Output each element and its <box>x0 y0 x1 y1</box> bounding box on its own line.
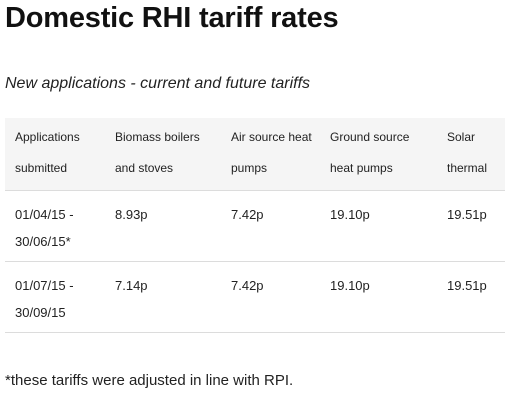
cell-air-source: 7.42p <box>221 190 320 262</box>
header-ground-source: Ground source heat pumps <box>320 118 437 191</box>
cell-biomass: 8.93p <box>105 190 221 262</box>
cell-applications-submitted: 01/07/15 - 30/09/15 <box>5 261 105 333</box>
header-air-source: Air source heat pumps <box>221 118 320 191</box>
cell-ground-source: 19.10p <box>320 190 437 262</box>
footnote: *these tariffs were adjusted in line wit… <box>5 372 294 389</box>
header-applications-submitted: Applications submitted <box>5 118 105 191</box>
table-row: 01/04/15 - 30/06/15* 8.93p 7.42p 19.10p … <box>5 190 505 262</box>
header-row: Applications submitted Biomass boilers a… <box>5 118 505 191</box>
table-row: 01/07/15 - 30/09/15 7.14p 7.42p 19.10p 1… <box>5 261 505 333</box>
cell-solar-thermal: 19.51p <box>437 261 505 333</box>
table-header: Applications submitted Biomass boilers a… <box>5 118 505 191</box>
cell-applications-submitted: 01/04/15 - 30/06/15* <box>5 190 105 262</box>
cell-ground-source: 19.10p <box>320 261 437 333</box>
page-title: Domestic RHI tariff rates <box>5 2 339 34</box>
cell-solar-thermal: 19.51p <box>437 190 505 262</box>
header-biomass: Biomass boilers and stoves <box>105 118 221 191</box>
cell-biomass: 7.14p <box>105 261 221 333</box>
cell-air-source: 7.42p <box>221 261 320 333</box>
table-subtitle: New applications - current and future ta… <box>5 75 311 92</box>
table-body: 01/04/15 - 30/06/15* 8.93p 7.42p 19.10p … <box>5 190 505 333</box>
header-solar-thermal: Solar thermal <box>437 118 505 191</box>
tariff-table: Applications submitted Biomass boilers a… <box>5 118 505 333</box>
